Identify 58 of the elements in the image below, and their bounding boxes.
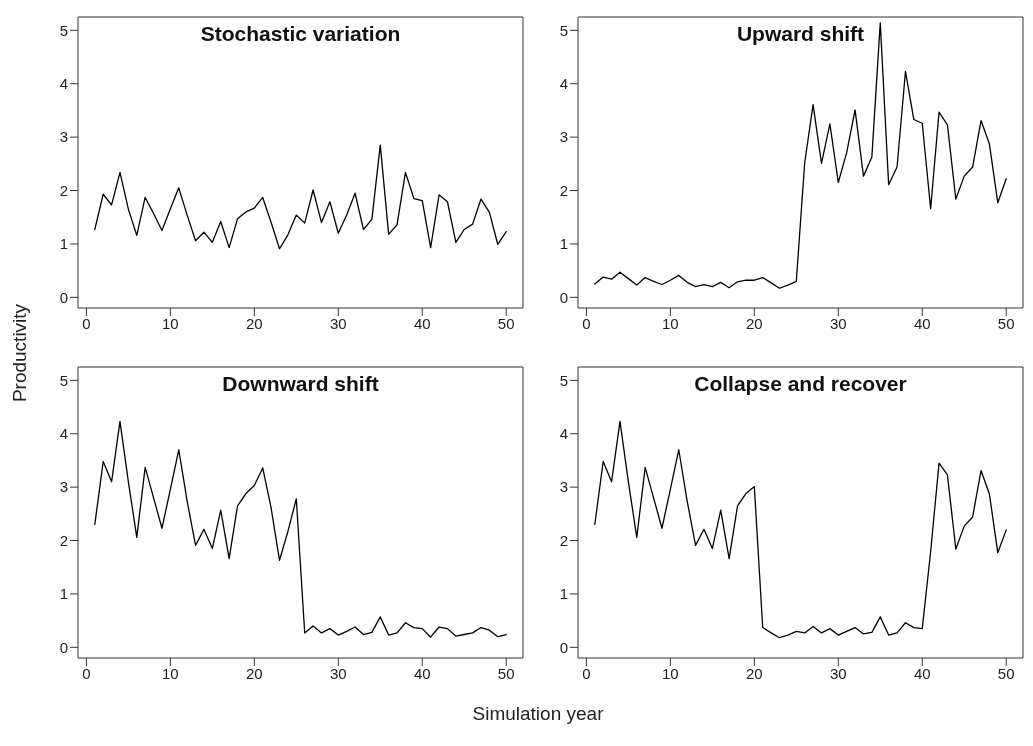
y-tick-label: 4 [59,75,68,93]
y-tick-label: 1 [59,585,68,603]
y-tick-label: 0 [59,288,68,306]
x-tick-label: 20 [245,314,263,332]
x-tick-label: 30 [829,664,847,682]
y-tick-label: 0 [59,638,68,656]
y-tick-label: 4 [559,75,568,93]
x-tick-label: 10 [162,664,179,682]
y-tick-label: 1 [559,235,568,253]
y-tick-label: 3 [59,128,68,146]
line-series [94,420,507,638]
line-series [594,420,1007,639]
x-tick-label: 0 [582,314,591,332]
x-tick-label: 40 [913,314,931,332]
chart-title: Stochastic variation [199,22,402,46]
x-tick-label: 20 [745,664,763,682]
x-tick-label: 50 [997,314,1015,332]
chart-title: Collapse and recover [693,372,908,396]
x-axis-title: Simulation year [471,703,605,725]
x-tick-label: 30 [329,314,347,332]
y-tick-label: 2 [559,531,568,549]
chart-title: Downward shift [221,372,380,396]
x-tick-label: 0 [582,664,591,682]
x-tick-label: 30 [329,664,347,682]
y-tick-label: 2 [559,181,568,199]
x-tick-label: 10 [662,314,679,332]
y-tick-label: 0 [559,288,568,306]
x-tick-label: 0 [82,664,91,682]
chart-title: Upward shift [735,22,866,46]
y-tick-label: 2 [59,181,68,199]
x-tick-label: 40 [413,664,431,682]
x-tick-label: 40 [913,664,931,682]
x-tick-label: 30 [829,314,847,332]
x-tick-label: 50 [497,664,515,682]
y-tick-label: 4 [59,425,68,443]
x-tick-label: 0 [82,314,91,332]
x-tick-label: 40 [413,314,431,332]
y-tick-label: 5 [59,371,68,389]
y-tick-label: 3 [559,478,568,496]
x-tick-label: 10 [162,314,179,332]
y-tick-label: 3 [559,128,568,146]
y-tick-label: 3 [59,478,68,496]
x-tick-label: 20 [745,314,763,332]
y-tick-label: 1 [59,235,68,253]
y-tick-label: 5 [559,21,568,39]
y-tick-label: 1 [559,585,568,603]
y-tick-label: 5 [559,371,568,389]
line-series [594,22,1007,289]
x-tick-label: 10 [662,664,679,682]
x-tick-label: 50 [497,314,515,332]
y-tick-label: 0 [559,638,568,656]
y-tick-label: 2 [59,531,68,549]
x-tick-label: 20 [245,664,263,682]
y-tick-label: 5 [59,21,68,39]
y-axis-title: Productivity [9,303,31,403]
line-series [94,144,507,250]
y-tick-label: 4 [559,425,568,443]
x-tick-label: 50 [997,664,1015,682]
